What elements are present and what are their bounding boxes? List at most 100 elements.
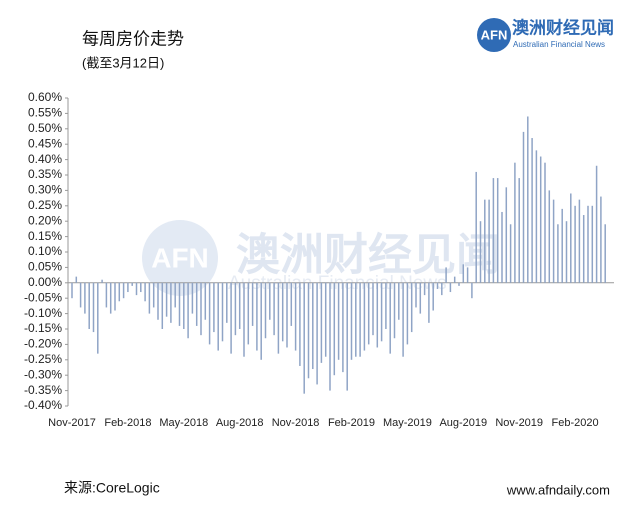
- bar: [195, 282, 198, 326]
- bar: [170, 282, 172, 323]
- bar: [514, 162, 516, 283]
- bar: [256, 282, 258, 351]
- bar: [174, 282, 176, 308]
- bar: [269, 282, 271, 320]
- y-tick-label: -0.25%: [24, 352, 62, 366]
- y-tick-label: 0.50%: [28, 121, 62, 135]
- bar: [281, 282, 284, 342]
- bar: [419, 282, 422, 314]
- y-tick-label: -0.35%: [24, 383, 62, 397]
- x-tick-label: May-2018: [159, 417, 208, 429]
- bar: [471, 282, 473, 299]
- bar: [561, 208, 563, 283]
- bar: [445, 267, 447, 283]
- bar: [518, 178, 520, 283]
- bar: [234, 282, 237, 336]
- bar: [148, 282, 151, 314]
- bar: [316, 282, 318, 385]
- bar: [97, 282, 99, 354]
- bar: [505, 187, 508, 283]
- bar: [299, 282, 301, 366]
- bar: [144, 282, 146, 302]
- bar: [423, 282, 426, 296]
- y-tick-label: 0.45%: [28, 136, 62, 150]
- bar: [230, 282, 232, 354]
- bar: [286, 282, 288, 348]
- bar: [539, 156, 542, 283]
- bar: [213, 282, 215, 333]
- y-tick-label: -0.15%: [24, 321, 62, 335]
- y-tick-label: 0.60%: [28, 90, 62, 104]
- bar: [591, 205, 594, 283]
- bar: [531, 138, 533, 283]
- bar: [273, 282, 275, 336]
- bar: [109, 282, 112, 314]
- bar: [548, 190, 551, 283]
- bar: [544, 162, 546, 283]
- bar: [479, 221, 482, 283]
- bar: [217, 282, 219, 351]
- bar: [152, 282, 155, 308]
- website: www.afndaily.com: [506, 482, 610, 497]
- bar: [574, 205, 576, 283]
- bar: [243, 282, 245, 357]
- bar: [165, 282, 168, 317]
- bar: [131, 282, 133, 286]
- y-tick-label: -0.20%: [24, 337, 62, 351]
- bar: [570, 193, 572, 283]
- bar: [88, 282, 90, 329]
- bar: [71, 282, 73, 299]
- bar: [509, 224, 512, 283]
- bar: [238, 282, 241, 329]
- y-tick-label: 0.55%: [28, 106, 62, 120]
- bar: [587, 205, 589, 283]
- bar: [595, 165, 598, 283]
- bar: [389, 282, 391, 354]
- y-tick-label: 0.30%: [28, 183, 62, 197]
- x-tick-label: Aug-2019: [439, 417, 487, 429]
- y-tick-label: -0.30%: [24, 367, 62, 381]
- bar: [307, 282, 310, 379]
- x-tick-label: Feb-2019: [328, 417, 375, 429]
- bar: [453, 276, 456, 283]
- bar: [221, 282, 224, 342]
- bar: [79, 282, 82, 308]
- bar: [161, 282, 164, 329]
- logo-name: 澳洲财经见闻: [512, 17, 614, 37]
- watermark-mark: AFN: [151, 242, 209, 273]
- chart-subtitle: (截至3月12日): [82, 55, 164, 70]
- bar: [458, 282, 460, 286]
- bar: [492, 178, 495, 283]
- bar: [466, 267, 469, 283]
- bar: [84, 282, 86, 314]
- x-tick-label: Nov-2017: [48, 417, 96, 429]
- y-tick-label: 0.15%: [28, 229, 62, 243]
- bar: [264, 282, 267, 339]
- bar: [342, 282, 344, 373]
- y-tick-label: -0.05%: [24, 290, 62, 304]
- y-tick-label: 0.35%: [28, 167, 62, 181]
- bar: [484, 199, 486, 283]
- y-tick-label: -0.10%: [24, 306, 62, 320]
- bar: [380, 282, 383, 342]
- bar: [359, 282, 361, 357]
- bar: [363, 282, 366, 351]
- y-tick-label: 0.40%: [28, 152, 62, 166]
- bar: [522, 131, 525, 283]
- bar: [191, 282, 194, 314]
- bar: [604, 224, 606, 283]
- bar: [398, 282, 400, 320]
- bar: [385, 282, 387, 329]
- bar: [475, 171, 477, 283]
- bar: [527, 116, 529, 283]
- bar: [320, 282, 323, 363]
- bar: [582, 215, 585, 283]
- bar: [157, 282, 159, 320]
- chart-title: 每周房价走势: [82, 29, 184, 48]
- bar: [428, 282, 430, 323]
- bar: [535, 150, 538, 283]
- y-tick-label: 0.00%: [28, 275, 62, 289]
- bar: [114, 282, 116, 311]
